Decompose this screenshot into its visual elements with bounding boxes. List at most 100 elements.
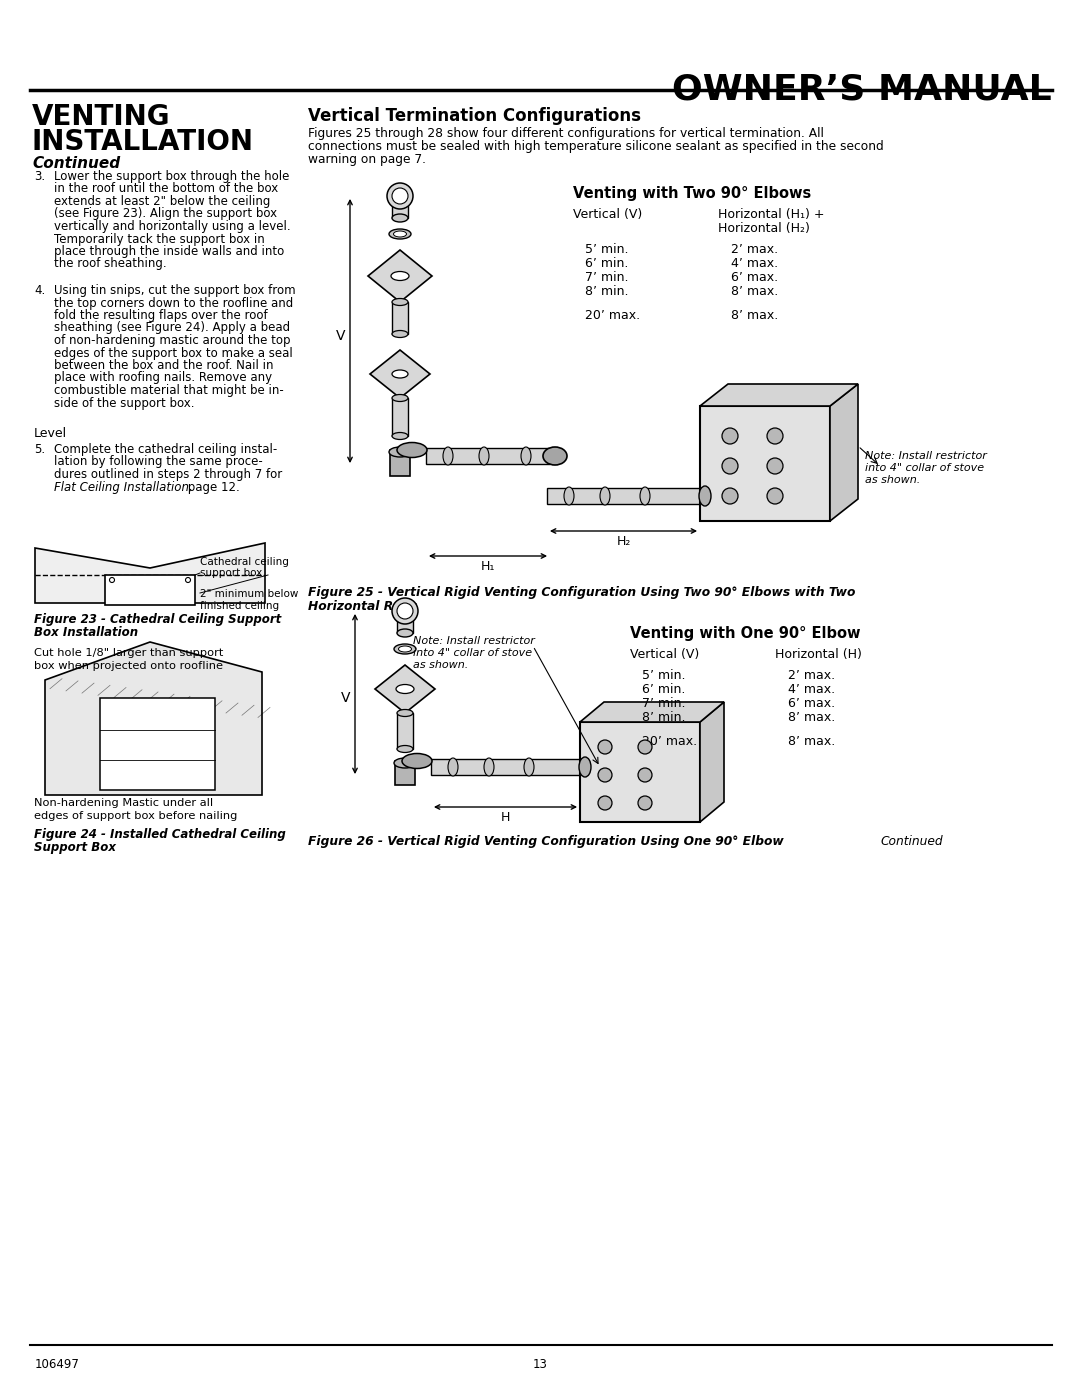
Text: lation by following the same proce-: lation by following the same proce- — [54, 455, 262, 468]
Text: 106497: 106497 — [35, 1358, 80, 1370]
Ellipse shape — [397, 710, 413, 717]
Circle shape — [723, 488, 738, 504]
Ellipse shape — [699, 486, 711, 506]
Text: edges of the support box to make a seal: edges of the support box to make a seal — [54, 346, 293, 359]
Polygon shape — [700, 703, 724, 821]
Text: 5’ min.: 5’ min. — [585, 243, 629, 256]
Text: 8’ max.: 8’ max. — [731, 285, 779, 298]
Circle shape — [598, 740, 612, 754]
Text: (see Figure 23). Align the support box: (see Figure 23). Align the support box — [54, 208, 278, 221]
Text: Lower the support box through the hole: Lower the support box through the hole — [54, 170, 289, 183]
Text: Flat Ceiling Installation,: Flat Ceiling Installation, — [54, 481, 192, 493]
Text: Box Installation: Box Installation — [33, 626, 138, 638]
Ellipse shape — [579, 757, 591, 777]
Text: 8’ max.: 8’ max. — [788, 735, 835, 747]
Text: Continued: Continued — [32, 156, 120, 170]
Text: place with roofing nails. Remove any: place with roofing nails. Remove any — [54, 372, 272, 384]
Text: 13: 13 — [532, 1358, 548, 1370]
Text: into 4" collar of stove: into 4" collar of stove — [413, 648, 532, 658]
Text: combustible material that might be in-: combustible material that might be in- — [54, 384, 284, 397]
Text: 8’ max.: 8’ max. — [731, 309, 779, 321]
Text: as shown.: as shown. — [865, 475, 920, 485]
Text: 8’ max.: 8’ max. — [788, 711, 835, 724]
Text: Figure 26 - Vertical Rigid Venting Configuration Using One 90° Elbow: Figure 26 - Vertical Rigid Venting Confi… — [308, 835, 784, 848]
Text: 5.: 5. — [33, 443, 45, 455]
Text: the top corners down to the roofline and: the top corners down to the roofline and — [54, 296, 294, 310]
Bar — [100, 698, 215, 789]
Circle shape — [723, 427, 738, 444]
Text: 20’ max.: 20’ max. — [585, 309, 640, 321]
Text: connections must be sealed with high temperature silicone sealant as specified i: connections must be sealed with high tem… — [308, 140, 883, 154]
Text: VENTING: VENTING — [32, 103, 171, 131]
Ellipse shape — [394, 644, 416, 654]
Text: INSTALLATION: INSTALLATION — [32, 129, 254, 156]
Text: 2’ max.: 2’ max. — [731, 243, 778, 256]
Text: Horizontal (H₁) +: Horizontal (H₁) + — [718, 208, 824, 221]
Text: of non-hardening mastic around the top: of non-hardening mastic around the top — [54, 334, 291, 346]
Text: 3.: 3. — [33, 170, 45, 183]
Text: as shown.: as shown. — [413, 659, 469, 671]
Bar — [431, 759, 580, 775]
Text: Temporarily tack the support box in: Temporarily tack the support box in — [54, 232, 265, 246]
Text: Vertical (V): Vertical (V) — [573, 208, 643, 221]
Text: place through the inside walls and into: place through the inside walls and into — [54, 244, 284, 258]
Text: extends at least 2" below the ceiling: extends at least 2" below the ceiling — [54, 196, 270, 208]
Ellipse shape — [640, 488, 650, 504]
Ellipse shape — [392, 370, 408, 379]
Text: dures outlined in steps 2 through 7 for: dures outlined in steps 2 through 7 for — [54, 468, 282, 481]
Text: Horizontal (H₂): Horizontal (H₂) — [718, 222, 810, 235]
Text: V: V — [336, 330, 345, 344]
Circle shape — [397, 604, 413, 619]
Text: 2’ max.: 2’ max. — [788, 669, 835, 682]
Ellipse shape — [448, 759, 458, 775]
Circle shape — [598, 768, 612, 782]
Text: Vertical Termination Configurations: Vertical Termination Configurations — [308, 108, 642, 124]
Text: 8’ min.: 8’ min. — [585, 285, 629, 298]
Ellipse shape — [480, 447, 489, 465]
Text: H₁: H₁ — [481, 560, 496, 573]
Text: warning on page 7.: warning on page 7. — [308, 154, 426, 166]
Bar — [700, 407, 831, 521]
Text: Figure 25 - Vertical Rigid Venting Configuration Using Two 90° Elbows with Two: Figure 25 - Vertical Rigid Venting Confi… — [308, 585, 855, 599]
Bar — [397, 712, 413, 749]
Text: 4’ max.: 4’ max. — [731, 257, 778, 270]
Text: Venting with Two 90° Elbows: Venting with Two 90° Elbows — [573, 186, 811, 201]
Ellipse shape — [397, 746, 413, 753]
Text: support box: support box — [200, 569, 262, 578]
Ellipse shape — [391, 271, 409, 281]
Ellipse shape — [524, 759, 534, 775]
Circle shape — [638, 796, 652, 810]
Ellipse shape — [393, 231, 406, 237]
Text: Cathedral ceiling: Cathedral ceiling — [200, 557, 288, 567]
Text: OWNER’S MANUAL: OWNER’S MANUAL — [673, 73, 1052, 106]
Ellipse shape — [392, 433, 408, 440]
Text: 4.: 4. — [33, 284, 45, 298]
Text: edges of support box before nailing: edges of support box before nailing — [33, 812, 238, 821]
Ellipse shape — [394, 759, 416, 768]
Ellipse shape — [389, 229, 411, 239]
Text: side of the support box.: side of the support box. — [54, 397, 194, 409]
Circle shape — [767, 458, 783, 474]
Polygon shape — [35, 543, 265, 604]
Text: Level: Level — [33, 427, 67, 440]
Ellipse shape — [392, 394, 408, 401]
Ellipse shape — [402, 753, 432, 768]
Text: Using tin snips, cut the support box from: Using tin snips, cut the support box fro… — [54, 284, 296, 298]
Text: 5’ min.: 5’ min. — [642, 669, 686, 682]
Text: H₂: H₂ — [617, 535, 631, 548]
Text: fold the resulting flaps over the roof: fold the resulting flaps over the roof — [54, 309, 268, 321]
Text: 6’ max.: 6’ max. — [731, 271, 778, 284]
Ellipse shape — [543, 447, 567, 465]
Ellipse shape — [484, 759, 494, 775]
Bar — [105, 576, 195, 605]
Circle shape — [109, 577, 114, 583]
Ellipse shape — [399, 645, 411, 652]
Text: 2" minimum below: 2" minimum below — [200, 590, 298, 599]
Ellipse shape — [564, 488, 573, 504]
Circle shape — [767, 488, 783, 504]
Text: the roof sheathing.: the roof sheathing. — [54, 257, 166, 271]
Text: Non-hardening Mastic under all: Non-hardening Mastic under all — [33, 798, 213, 807]
Ellipse shape — [392, 214, 408, 222]
Circle shape — [392, 598, 418, 624]
Text: Figure 24 - Installed Cathedral Ceiling: Figure 24 - Installed Cathedral Ceiling — [33, 828, 286, 841]
